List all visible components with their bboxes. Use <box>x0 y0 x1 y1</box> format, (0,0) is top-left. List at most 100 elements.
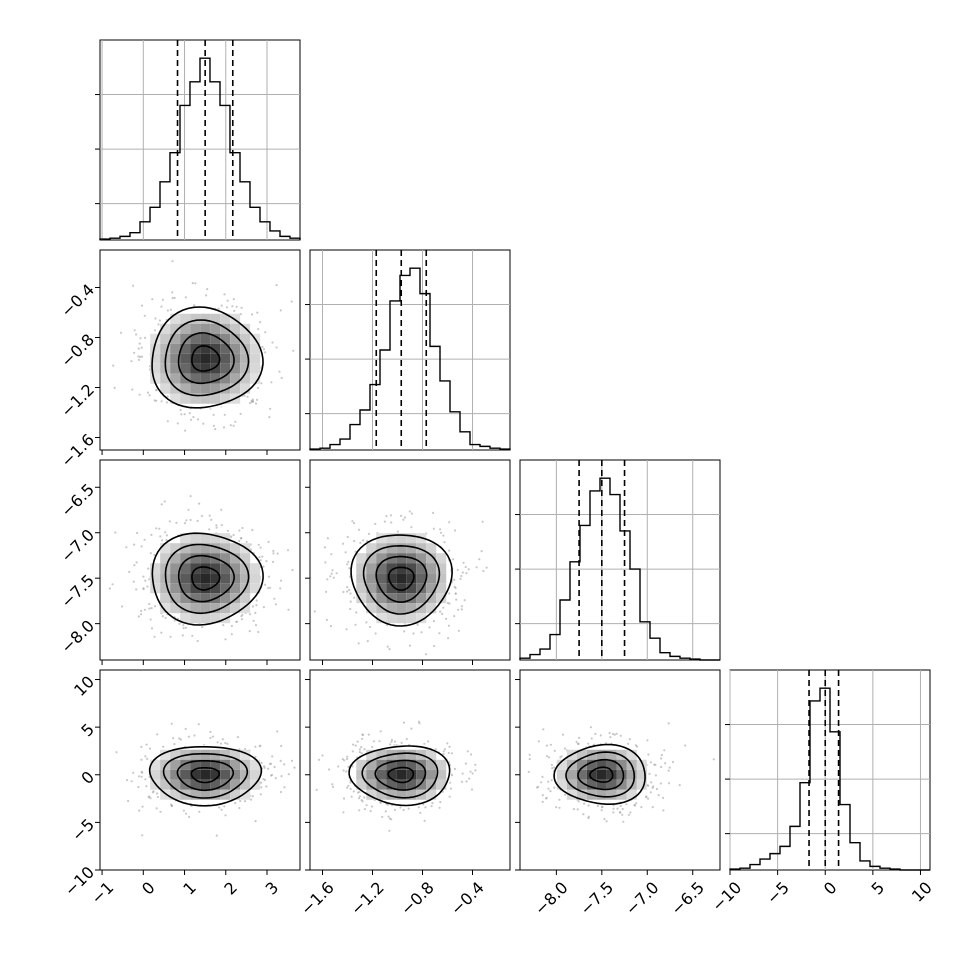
sample-point <box>442 606 445 609</box>
histogram-step <box>519 477 720 661</box>
sample-point <box>388 648 391 651</box>
density-bin <box>180 759 191 770</box>
density-bin <box>616 769 627 780</box>
density-bin <box>210 603 221 614</box>
density-bin <box>576 749 587 760</box>
contour-line <box>190 767 220 784</box>
sample-point <box>223 805 226 808</box>
sample-point <box>148 607 151 610</box>
sample-point <box>371 745 374 749</box>
sample-point <box>267 587 270 590</box>
density-bin <box>586 769 597 780</box>
sample-point <box>145 743 148 746</box>
sample-point <box>439 528 442 531</box>
sample-point <box>561 733 565 736</box>
sample-point <box>223 413 226 416</box>
sample-point <box>438 632 441 635</box>
x-tick-label: −8.0 <box>531 878 572 919</box>
sample-point <box>166 420 169 423</box>
y-tick-label: −7.0 <box>57 525 98 566</box>
density-bin <box>416 543 427 554</box>
sample-point <box>461 571 464 574</box>
sample-point <box>536 786 539 789</box>
sample-point <box>191 282 194 285</box>
sample-point <box>290 300 293 303</box>
sample-point <box>346 535 349 539</box>
sample-point <box>448 745 451 749</box>
sample-point <box>257 328 260 331</box>
sample-point <box>170 803 173 806</box>
sample-point <box>140 745 143 749</box>
sample-point <box>381 815 384 819</box>
sample-point <box>470 788 474 791</box>
sample-point <box>446 601 449 605</box>
x-tick-label: 3 <box>262 878 283 899</box>
sample-point <box>147 578 151 581</box>
sample-point <box>318 758 321 761</box>
density-bin <box>160 749 171 760</box>
sample-point <box>150 627 154 630</box>
sample-point <box>254 624 258 627</box>
sample-point <box>255 599 258 602</box>
density-bin <box>220 343 231 354</box>
density-bin <box>406 779 417 790</box>
sample-point <box>342 590 345 594</box>
sample-point <box>249 798 253 801</box>
y-tick-label: −0.4 <box>57 280 98 321</box>
density-bin <box>160 323 171 334</box>
sample-point <box>576 742 580 745</box>
sample-point <box>410 727 413 730</box>
density-bin <box>426 769 437 780</box>
contour-line <box>177 554 235 603</box>
density-bin <box>210 383 221 394</box>
x-tick-label: −1.6 <box>297 878 338 919</box>
density-bin <box>190 383 201 394</box>
sample-point <box>211 735 214 738</box>
y-tick-label: 10 <box>70 672 98 700</box>
sample-point <box>239 412 242 415</box>
sample-point <box>275 346 278 349</box>
sample-point <box>443 541 446 544</box>
sample-point <box>179 408 182 412</box>
sample-point <box>169 635 172 638</box>
density-bin <box>200 789 211 800</box>
sample-point <box>664 762 667 765</box>
sample-point <box>369 810 372 813</box>
density-bin <box>220 573 231 584</box>
sample-point <box>137 355 140 358</box>
contour-line <box>162 753 249 799</box>
sample-point <box>138 342 141 345</box>
density-bin <box>230 543 241 554</box>
density-bin <box>150 563 161 574</box>
sample-point <box>378 740 381 743</box>
density-bin <box>200 593 211 604</box>
density-bin <box>210 769 221 780</box>
density-bin <box>190 313 201 324</box>
y-tick-label: −6.5 <box>57 480 98 521</box>
sample-point <box>629 811 632 814</box>
sample-point <box>164 616 167 619</box>
density-bin <box>150 353 161 364</box>
y-tick-label: −8.0 <box>57 616 98 657</box>
sample-point <box>474 763 477 766</box>
sample-point <box>621 813 624 816</box>
density-bin <box>210 353 221 364</box>
sample-point <box>627 813 631 816</box>
density-bin <box>230 383 241 394</box>
density-bin <box>210 333 221 344</box>
density-bin <box>396 749 407 760</box>
sample-point <box>293 766 296 769</box>
density-bin <box>190 343 201 354</box>
sample-point <box>379 730 382 733</box>
density-bin <box>200 373 211 384</box>
sample-point <box>262 348 266 351</box>
sample-point <box>383 520 386 523</box>
sample-point <box>143 538 146 541</box>
sample-point <box>251 398 254 401</box>
sample-point <box>279 587 282 590</box>
sample-point <box>453 578 456 581</box>
density-bin <box>240 333 251 344</box>
sample-point <box>153 605 157 608</box>
sample-point <box>212 413 215 416</box>
sample-point <box>648 772 651 776</box>
